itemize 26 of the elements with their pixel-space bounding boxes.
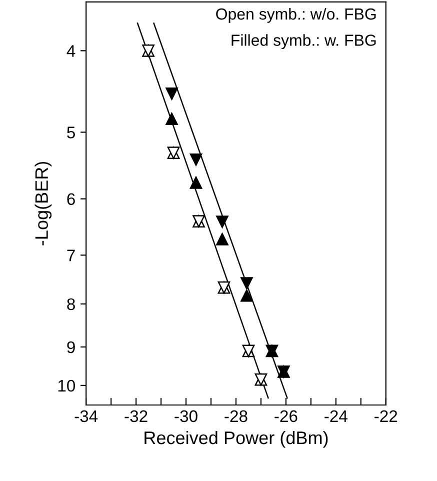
y-tick-label: 5 (67, 126, 75, 138)
point (166, 88, 178, 100)
point (240, 289, 253, 302)
y-tick-label: 10 (58, 380, 76, 392)
y-tick-label: 7 (67, 250, 75, 262)
x-tick-label: -24 (324, 410, 348, 422)
y-tick-label: 4 (66, 45, 76, 57)
point (166, 112, 178, 126)
point (240, 277, 253, 290)
y-tick-label: 9 (67, 341, 75, 354)
y-tick-label: 6 (67, 193, 75, 206)
point (216, 232, 228, 246)
y-tick-label: 8 (67, 298, 75, 310)
x-tick-label: -30 (174, 410, 198, 422)
x-tick-label: -22 (374, 410, 398, 422)
x-tick-label: -32 (124, 410, 148, 422)
annotation: Open symb.: w/o. FBG (216, 8, 376, 23)
annotation: Filled symb.: w. FBG (232, 34, 376, 50)
point (190, 153, 202, 166)
point (190, 176, 202, 189)
x-tick-label: -26 (274, 410, 298, 422)
x-axis-title: Received Power (dBm) (144, 430, 328, 448)
x-tick-label: -28 (224, 410, 248, 422)
x-tick-label: -34 (74, 410, 98, 422)
point (216, 216, 228, 228)
y-axis-title: -Log(BER) (34, 162, 52, 246)
